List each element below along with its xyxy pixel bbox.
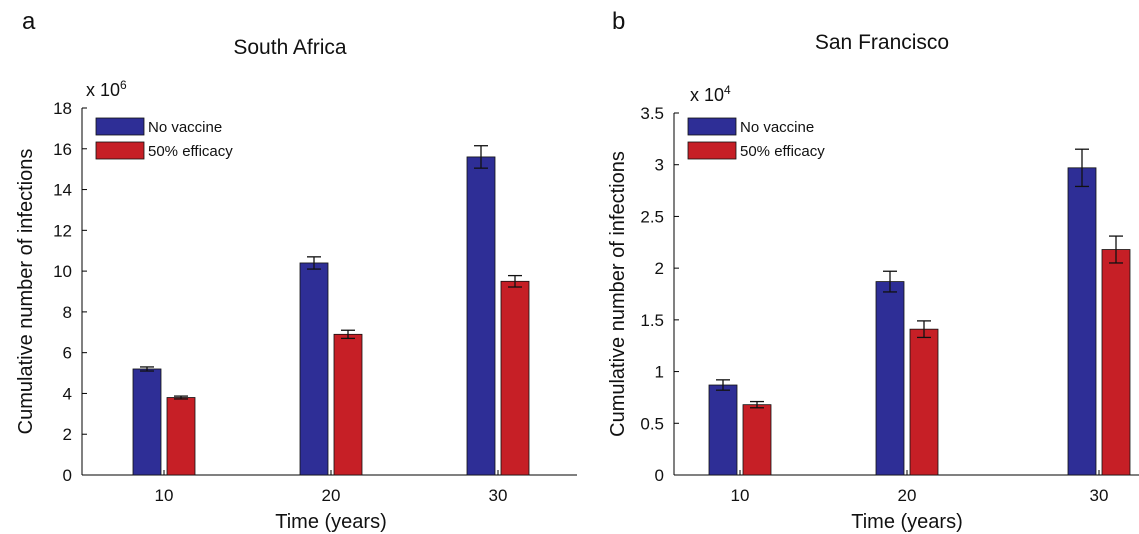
y-multiplier-a-exp: 6 [120, 78, 127, 92]
y-tick-label: 2 [63, 425, 72, 444]
x-axis-label: Time (years) [851, 511, 962, 533]
bar-50pct-efficacy-30 [500, 280, 530, 476]
bar-50pct-efficacy-20 [333, 333, 363, 476]
y-tick-label: 16 [53, 140, 72, 159]
y-tick-label: 12 [53, 221, 72, 240]
y-tick-label: 3.5 [640, 104, 664, 123]
y-multiplier-a: x 106 [86, 78, 127, 101]
bar-50pct-efficacy-10 [742, 404, 772, 476]
y-tick-label: 14 [53, 181, 72, 200]
x-tick-label: 30 [489, 486, 508, 505]
y-tick-label: 8 [63, 303, 72, 322]
panel-letter-b: b [612, 8, 626, 35]
y-multiplier-a-base: x 10 [86, 80, 121, 100]
y-tick-label: 10 [53, 262, 72, 281]
x-axis-label: Time (years) [275, 511, 386, 533]
y-multiplier-b-base: x 10 [690, 85, 725, 105]
y-axis-label: Cumulative number of infections [607, 151, 629, 437]
bar-50pct-efficacy-20 [909, 328, 939, 476]
y-multiplier-b: x 104 [690, 83, 731, 106]
chart-title-south-africa: South Africa [233, 36, 347, 59]
legend-swatch-no-vaccine [687, 117, 737, 136]
y-tick-label: 2 [655, 259, 664, 278]
x-tick-label: 10 [731, 486, 750, 505]
y-axis-label: Cumulative number of infections [15, 149, 37, 435]
chart-panel-b: 0 0.5 1 1.5 2 2.5 3 3.5 Cumulative number of inf… [607, 104, 1139, 533]
bar-no-vaccine-30 [466, 156, 496, 476]
bar-no-vaccine-10 [708, 384, 738, 476]
chart-title-san-francisco: San Francisco [814, 31, 950, 54]
legend-label-no-vaccine: No vaccine [740, 119, 814, 136]
legend-label-no-vaccine: No vaccine [148, 119, 222, 136]
y-tick-label: 18 [53, 99, 72, 118]
legend-label-50pct-efficacy: 50% efficacy [740, 143, 825, 160]
legend-swatch-50pct-efficacy [687, 141, 737, 160]
x-tick-label: 30 [1090, 486, 1109, 505]
chart-panel-a: 0 2 4 6 8 10 12 14 16 18 Cumulative number of infe… [15, 99, 577, 533]
legend-swatch-no-vaccine [95, 117, 145, 136]
y-tick-label: 0 [63, 466, 72, 485]
y-tick-label: 6 [63, 344, 72, 363]
x-tick-label: 10 [155, 486, 174, 505]
x-tick-label: 20 [898, 486, 917, 505]
panel-letter-a: a [22, 8, 36, 35]
x-tick-label: 20 [322, 486, 341, 505]
bar-50pct-efficacy-10 [166, 397, 196, 476]
y-tick-label: 1.5 [640, 311, 664, 330]
bar-no-vaccine-30 [1067, 167, 1097, 476]
y-multiplier-b-exp: 4 [724, 83, 731, 97]
y-tick-label: 1 [655, 363, 664, 382]
legend-label-50pct-efficacy: 50% efficacy [148, 143, 233, 160]
y-tick-label: 4 [63, 384, 72, 403]
y-tick-label: 0.5 [640, 414, 664, 433]
y-tick-label: 0 [655, 466, 664, 485]
y-tick-label: 2.5 [640, 207, 664, 226]
bar-50pct-efficacy-30 [1101, 249, 1131, 476]
bar-no-vaccine-20 [299, 262, 329, 476]
legend-swatch-50pct-efficacy [95, 141, 145, 160]
y-tick-label: 3 [655, 156, 664, 175]
bar-no-vaccine-20 [875, 281, 905, 476]
bar-no-vaccine-10 [132, 368, 162, 476]
